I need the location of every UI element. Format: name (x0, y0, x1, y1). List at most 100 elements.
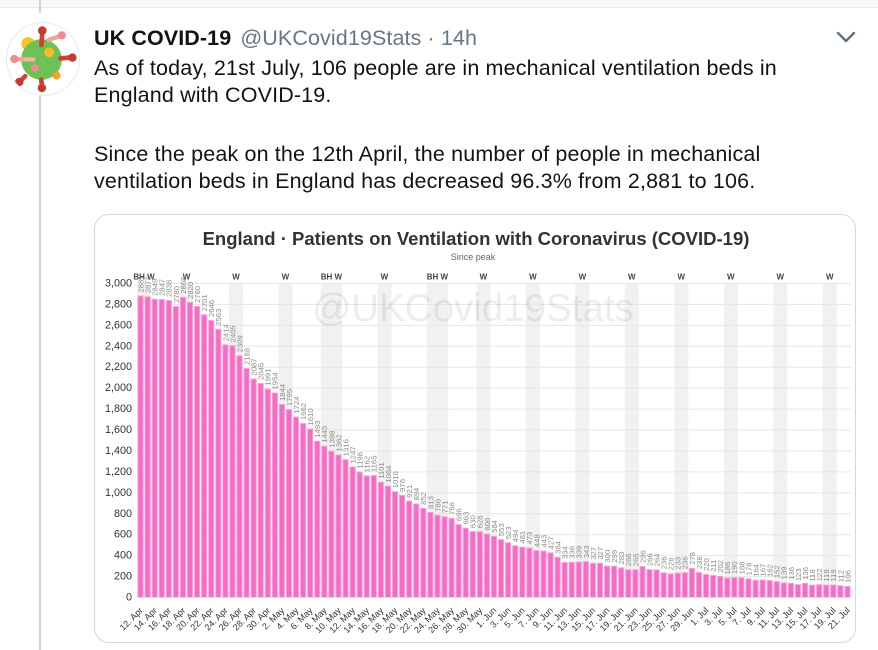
svg-text:2820: 2820 (186, 282, 195, 299)
svg-text:448: 448 (532, 534, 541, 547)
svg-text:236: 236 (681, 556, 690, 569)
svg-text:164: 164 (751, 563, 760, 577)
svg-text:339: 339 (575, 546, 584, 559)
svg-text:W: W (826, 273, 834, 282)
svg-text:211: 211 (709, 560, 718, 572)
svg-text:606: 606 (483, 518, 492, 531)
svg-text:523: 523 (504, 526, 513, 539)
svg-text:1610: 1610 (306, 408, 315, 425)
svg-text:2780: 2780 (193, 286, 202, 303)
svg-text:200: 200 (114, 571, 132, 583)
svg-text:976: 976 (398, 479, 407, 492)
svg-text:1,800: 1,800 (105, 403, 132, 415)
svg-text:BH W: BH W (133, 273, 155, 282)
svg-text:2847: 2847 (158, 279, 167, 296)
svg-text:136: 136 (787, 567, 796, 580)
svg-text:W: W (628, 273, 636, 282)
svg-text:Since peak: Since peak (451, 252, 496, 262)
svg-text:119: 119 (829, 569, 838, 581)
svg-text:1198: 1198 (356, 452, 365, 469)
svg-text:473: 473 (525, 532, 534, 545)
svg-text:2309: 2309 (235, 335, 244, 352)
svg-text:1165: 1165 (370, 456, 379, 473)
svg-text:2780: 2780 (172, 286, 181, 303)
svg-text:238: 238 (695, 556, 704, 569)
svg-text:2849: 2849 (151, 279, 160, 296)
svg-text:278: 278 (688, 552, 697, 565)
svg-text:2868: 2868 (179, 277, 188, 294)
svg-text:2873: 2873 (144, 276, 153, 293)
svg-text:494: 494 (511, 529, 520, 543)
svg-text:400: 400 (114, 550, 132, 562)
svg-text:481: 481 (518, 531, 527, 544)
svg-text:2838: 2838 (165, 280, 174, 297)
svg-text:600: 600 (114, 529, 132, 541)
svg-text:BH W: BH W (427, 273, 449, 282)
svg-text:W: W (579, 273, 587, 282)
svg-text:123: 123 (794, 568, 803, 581)
svg-text:233: 233 (674, 557, 683, 570)
svg-text:178: 178 (744, 563, 753, 576)
svg-text:266: 266 (645, 553, 654, 566)
svg-text:202: 202 (716, 560, 725, 573)
svg-text:334: 334 (561, 545, 570, 559)
svg-text:W: W (282, 273, 290, 282)
svg-text:553: 553 (497, 523, 506, 536)
svg-text:2701: 2701 (200, 294, 209, 311)
svg-text:118: 118 (808, 569, 817, 581)
svg-text:343: 343 (582, 545, 591, 558)
svg-text:630: 630 (469, 515, 478, 528)
svg-text:427: 427 (546, 536, 555, 549)
svg-text:1316: 1316 (341, 439, 350, 456)
svg-text:299: 299 (610, 550, 619, 563)
svg-text:1010: 1010 (391, 471, 400, 488)
svg-text:663: 663 (462, 512, 471, 525)
svg-text:2188: 2188 (242, 348, 251, 365)
svg-text:628: 628 (476, 515, 485, 528)
svg-text:1,000: 1,000 (105, 487, 132, 499)
svg-text:296: 296 (638, 550, 647, 563)
svg-text:186: 186 (723, 562, 732, 575)
svg-text:122: 122 (815, 568, 824, 581)
svg-text:136: 136 (801, 567, 810, 580)
svg-text:190: 190 (730, 561, 739, 574)
svg-text:283: 283 (617, 552, 626, 565)
svg-text:584: 584 (490, 519, 499, 533)
svg-text:786: 786 (433, 499, 442, 512)
svg-text:2881: 2881 (136, 275, 145, 292)
svg-text:2405: 2405 (228, 325, 237, 342)
svg-text:1,400: 1,400 (105, 445, 132, 457)
svg-text:1445: 1445 (320, 426, 329, 443)
svg-text:112: 112 (836, 570, 845, 582)
svg-text:W: W (381, 273, 389, 282)
svg-text:0: 0 (126, 592, 132, 604)
svg-text:167: 167 (759, 564, 768, 577)
svg-text:BH W: BH W (321, 273, 343, 282)
svg-text:W: W (232, 273, 240, 282)
svg-text:300: 300 (603, 550, 612, 563)
svg-text:756: 756 (447, 502, 456, 515)
svg-text:1795: 1795 (285, 389, 294, 406)
svg-text:2,800: 2,800 (105, 298, 132, 310)
svg-text:2646: 2646 (207, 300, 216, 317)
svg-text:@UKCovid19Stats: @UKCovid19Stats (312, 287, 634, 330)
svg-text:1362: 1362 (334, 434, 343, 451)
svg-text:1724: 1724 (292, 396, 301, 414)
svg-text:264: 264 (652, 553, 661, 567)
svg-text:266: 266 (624, 553, 633, 566)
svg-text:3,000: 3,000 (105, 278, 132, 290)
svg-text:W: W (727, 273, 735, 282)
svg-text:1493: 1493 (313, 421, 322, 438)
svg-text:852: 852 (419, 492, 428, 505)
svg-text:1,600: 1,600 (105, 424, 132, 436)
svg-text:336: 336 (568, 546, 577, 559)
svg-text:2087: 2087 (250, 358, 259, 375)
svg-text:162: 162 (766, 564, 775, 577)
svg-text:W: W (529, 273, 537, 282)
svg-text:139: 139 (780, 567, 789, 580)
svg-text:1662: 1662 (299, 403, 308, 420)
svg-text:327: 327 (589, 547, 598, 560)
svg-text:921: 921 (405, 485, 414, 498)
svg-text:2,200: 2,200 (105, 361, 132, 373)
svg-text:W: W (678, 273, 686, 282)
